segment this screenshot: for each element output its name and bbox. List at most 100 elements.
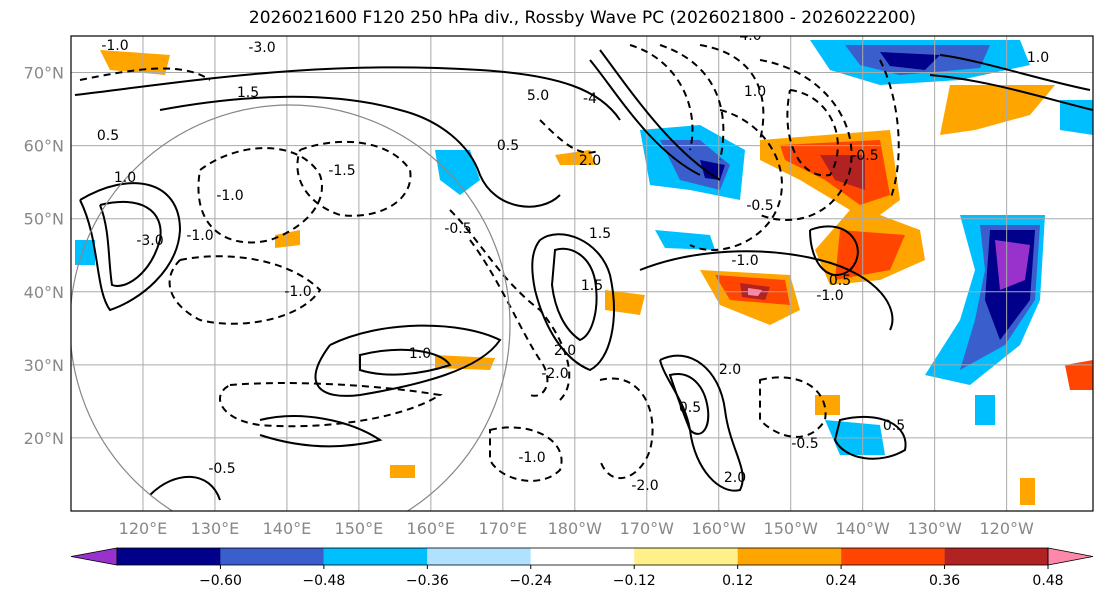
contour-label: 1.0 — [1027, 50, 1049, 66]
contour-label: -0.5 — [851, 148, 878, 164]
contour-label: 2.0 — [724, 470, 746, 486]
contour-label: 2.0 — [554, 343, 576, 359]
lon-label: 140°W — [836, 519, 891, 538]
lon-label: 170°E — [479, 519, 528, 538]
contour-label: 1.5 — [237, 85, 259, 101]
colorbar-frame — [116, 547, 1049, 566]
contour-solid — [359, 348, 452, 376]
contour-dashed — [759, 376, 827, 438]
contour-dashed — [689, 109, 783, 251]
contour-dashed — [489, 426, 563, 482]
lon-label: 120°W — [979, 519, 1034, 538]
shade-positive-gulf-alaska-core — [820, 155, 865, 190]
longitude-labels: 120°E 130°E 140°E 150°E 160°E 170°E 180°W 170°W… — [119, 519, 1034, 538]
contour-dashed — [79, 67, 211, 81]
colorbar-segment — [530, 548, 635, 565]
shade-positive-mid3 — [275, 230, 300, 248]
contour-dashed — [449, 209, 571, 401]
colorbar-segment — [841, 548, 945, 565]
contour-label: -3.0 — [248, 40, 275, 56]
lat-label: 60°N — [24, 137, 64, 156]
colorbar-segment — [427, 548, 531, 565]
lat-label: 50°N — [24, 210, 64, 229]
lon-label: 140°E — [263, 519, 312, 538]
shade-positive-mid1 — [605, 290, 645, 315]
contour-dashed — [759, 59, 853, 221]
shade-negative-westcoast-max — [995, 240, 1030, 290]
contour-label: 1.0 — [409, 346, 431, 362]
lon-label: 150°W — [764, 519, 819, 538]
lon-label: 180°W — [548, 519, 603, 538]
colorbar-tick-label: −0.36 — [406, 573, 449, 589]
contour-label: 0.5 — [679, 400, 701, 416]
colorbar: −0.60 −0.48 −0.36 −0.24 −0.12 0.12 0.24 0.36 0.4… — [70, 547, 1094, 589]
contour-label: 2.0 — [579, 153, 601, 169]
contour-solid — [79, 182, 182, 312]
contour-solid — [314, 324, 502, 397]
contour-label: 0.5 — [829, 273, 851, 289]
contour-label: 2.0 — [719, 362, 741, 378]
contour-solid — [531, 233, 615, 372]
contour-dashed — [539, 119, 601, 154]
colorbar-segment — [634, 548, 738, 565]
lon-label: 160°W — [692, 519, 747, 538]
shade-negative-kuroshio — [435, 150, 480, 195]
contour-label: 5.0 — [527, 88, 549, 104]
shade-positive-south3 — [815, 395, 840, 415]
contour-solid — [833, 415, 907, 460]
contour-dashed — [659, 44, 725, 161]
contour-solid — [929, 54, 1093, 111]
circle-overlay — [71, 104, 511, 511]
contour-label: 0.5 — [97, 128, 119, 144]
contour-solid — [149, 475, 221, 501]
colorbar-segment — [323, 548, 428, 565]
lon-label: 130°W — [907, 519, 962, 538]
contour-dashed — [786, 89, 839, 177]
colorbar-segment — [944, 548, 1048, 565]
contour-dashed — [168, 255, 322, 325]
contour-label: -1.0 — [518, 450, 545, 466]
colorbar-tick-label: −0.12 — [613, 573, 656, 589]
contour-solid — [659, 354, 744, 492]
contour-solid — [550, 247, 598, 342]
contour-label: -1.5 — [328, 163, 355, 179]
colorbar-segment — [220, 548, 324, 565]
colorbar-tick-label: 0.12 — [722, 573, 753, 589]
contour-dashed — [629, 44, 694, 151]
contour-label: -0.5 — [208, 461, 235, 477]
contour-label: -2.0 — [631, 478, 658, 494]
colorbar-tick-label: −0.60 — [199, 573, 242, 589]
contour-solid — [259, 415, 383, 448]
contour-label: -3.0 — [136, 233, 163, 249]
contour-label: -1.0 — [216, 188, 243, 204]
colorbar-extend-min — [70, 547, 118, 566]
lat-label: 70°N — [24, 64, 64, 83]
colorbar-tick-label: −0.48 — [302, 573, 345, 589]
shade-positive-south1 — [1020, 478, 1035, 505]
contour-label: -1.0 — [284, 284, 311, 300]
divergence-shading — [75, 40, 1093, 505]
contour-solid — [159, 95, 561, 208]
contour-solid — [639, 250, 894, 331]
gridlines — [71, 36, 1093, 511]
lon-label: 160°E — [407, 519, 456, 538]
range-circle — [71, 104, 511, 511]
contour-label: 1.5 — [581, 278, 603, 294]
colorbar-segment — [117, 548, 221, 565]
contour-label: 1.0 — [114, 170, 136, 186]
contour-label: -1.0 — [186, 228, 213, 244]
contour-label: -0.5 — [791, 436, 818, 452]
colorbar-tick-label: 0.48 — [1032, 573, 1063, 589]
shade-negative-south — [975, 395, 995, 425]
lon-label: 130°E — [191, 519, 240, 538]
shade-positive-north-east — [940, 85, 1055, 135]
shade-negative-mid — [655, 230, 715, 250]
lon-label: 150°E — [335, 519, 384, 538]
colorbar-tick-label: 0.36 — [929, 573, 960, 589]
contour-label: 1.5 — [589, 226, 611, 242]
contour-label: 1.0 — [744, 84, 766, 100]
contour-solid — [99, 200, 162, 287]
contour-dashed — [219, 382, 443, 428]
contour-dashed — [879, 59, 900, 201]
